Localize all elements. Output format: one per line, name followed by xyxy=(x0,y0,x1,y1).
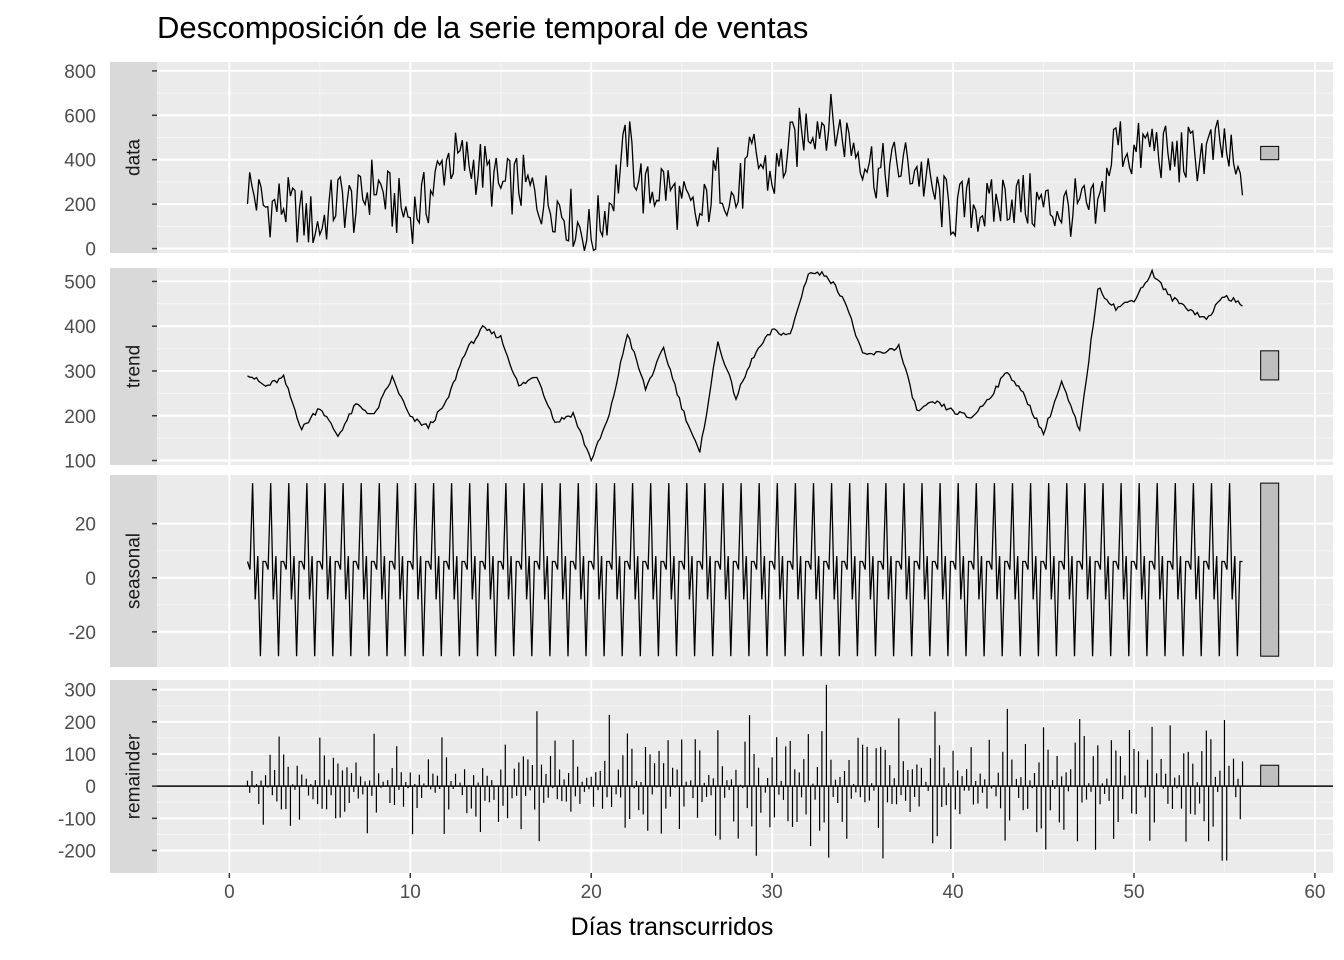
y-tick-label: 0 xyxy=(85,777,96,798)
y-tick-label: 100 xyxy=(64,745,96,766)
series-line-trend xyxy=(247,268,1243,463)
y-tick-label: 500 xyxy=(64,272,96,293)
y-tick-label: 200 xyxy=(64,195,96,216)
strip-seasonal xyxy=(110,475,157,667)
y-tick-label: 400 xyxy=(64,317,96,338)
x-tick-label: 0 xyxy=(224,882,235,903)
y-tick-label: 20 xyxy=(75,515,96,536)
x-tick-label: 40 xyxy=(942,882,963,903)
strip-trend xyxy=(110,268,157,465)
y-tick-label: -100 xyxy=(58,809,96,830)
y-tick-label: 200 xyxy=(64,713,96,734)
strip-label-remainder: remainder xyxy=(124,733,145,819)
y-tick-label: 400 xyxy=(64,151,96,172)
strip-label-data: data xyxy=(124,139,145,176)
x-tick-label: 20 xyxy=(581,882,602,903)
range-bar-seasonal xyxy=(1260,482,1280,657)
chart-title: Descomposición de la serie temporal de v… xyxy=(157,10,809,45)
y-tick-label: 200 xyxy=(64,407,96,428)
y-tick-label: -200 xyxy=(58,841,96,862)
panel-bg-data xyxy=(157,62,1333,253)
range-bar-trend xyxy=(1260,350,1280,381)
y-tick-label: 600 xyxy=(64,106,96,127)
y-tick-label: 300 xyxy=(64,681,96,702)
range-bar-data xyxy=(1260,145,1280,161)
x-tick-label: 50 xyxy=(1123,882,1144,903)
strip-remainder xyxy=(110,680,157,873)
y-tick-label: 100 xyxy=(64,452,96,473)
x-tick-label: 10 xyxy=(400,882,421,903)
y-tick-label: 0 xyxy=(85,569,96,590)
range-bar-remainder xyxy=(1260,764,1280,787)
y-tick-label: 800 xyxy=(64,62,96,83)
x-axis-label: Días transcurridos xyxy=(570,913,774,941)
strip-label-trend: trend xyxy=(124,345,145,388)
strip-data xyxy=(110,62,157,253)
y-tick-label: 300 xyxy=(64,362,96,383)
x-tick-label: 60 xyxy=(1304,882,1325,903)
x-tick-label: 30 xyxy=(762,882,783,903)
y-tick-label: 0 xyxy=(85,240,96,261)
series-line-data xyxy=(246,93,1244,252)
panel-bg-trend xyxy=(157,268,1333,465)
y-tick-label: -20 xyxy=(69,623,96,644)
series-line-seasonal xyxy=(246,483,1243,657)
strip-label-seasonal: seasonal xyxy=(124,533,145,609)
